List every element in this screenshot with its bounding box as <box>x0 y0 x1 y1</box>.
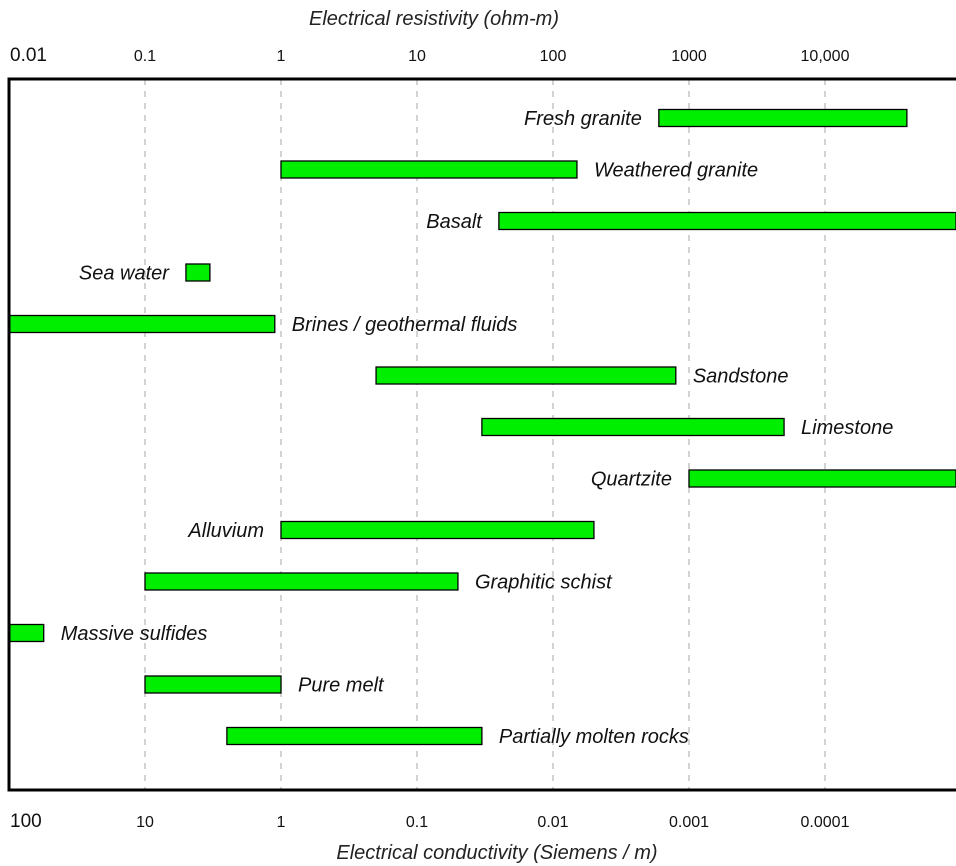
top-axis-title: Electrical resistivity (ohm-m) <box>309 8 559 30</box>
grid-lines <box>144 79 826 790</box>
range-bar <box>280 160 578 179</box>
range-bar <box>144 572 459 591</box>
top-tick-label: 1000 <box>671 48 707 65</box>
bar-label: Graphitic schist <box>475 572 613 594</box>
range-bar <box>658 108 908 128</box>
bottom-tick-label: 0.0001 <box>801 814 850 831</box>
range-bar <box>144 675 282 694</box>
range-bar <box>498 211 956 231</box>
bar-label: Sandstone <box>693 366 789 388</box>
bar-label: Brines / geothermal fluids <box>292 314 518 336</box>
top-tick-label: 100 <box>540 48 567 65</box>
top-tick-label: 0.1 <box>134 48 156 65</box>
top-tick-label: 10,000 <box>801 48 850 65</box>
bar-label: Partially molten rocks <box>499 726 689 748</box>
bottom-tick-label: 0.01 <box>537 814 568 831</box>
bottom-tick-label: 0.1 <box>406 814 428 831</box>
range-bar <box>375 366 677 385</box>
bottom-tick-label: 100 <box>10 811 42 832</box>
bottom-tick-label: 0.001 <box>669 814 709 831</box>
bar-label: Sea water <box>79 263 170 285</box>
bar-label: Limestone <box>801 417 893 439</box>
bar-label: Alluvium <box>187 520 264 542</box>
bottom-tick-label: 1 <box>277 814 286 831</box>
top-tick-label: 0.01 <box>10 45 47 66</box>
plot-frame <box>7 77 956 792</box>
bottom-tick-label: 10 <box>136 814 154 831</box>
range-bar <box>688 469 956 488</box>
range-bar <box>8 314 276 334</box>
range-bar <box>226 726 483 746</box>
range-bar <box>185 263 211 282</box>
range-bar <box>280 520 595 540</box>
bar-label: Basalt <box>426 211 483 233</box>
bar-label: Quartzite <box>591 469 672 491</box>
tick-labels: 0.01 0.1 1 10 100 1000 10,000 100 10 1 0.1 0.01 0.00… <box>10 45 850 832</box>
bar-label: Weathered granite <box>594 160 758 182</box>
bar-label: Pure melt <box>298 675 385 697</box>
range-bar <box>8 623 45 643</box>
range-bar <box>481 417 785 437</box>
bar-label: Fresh granite <box>524 108 642 130</box>
bars: Fresh granite Weathered granite Basalt Sea … <box>8 108 956 748</box>
top-tick-label: 10 <box>408 48 426 65</box>
bar-label: Massive sulfides <box>61 623 208 645</box>
top-tick-label: 1 <box>277 48 286 65</box>
bottom-axis-title: Electrical conductivity (Siemens / m) <box>336 842 657 864</box>
